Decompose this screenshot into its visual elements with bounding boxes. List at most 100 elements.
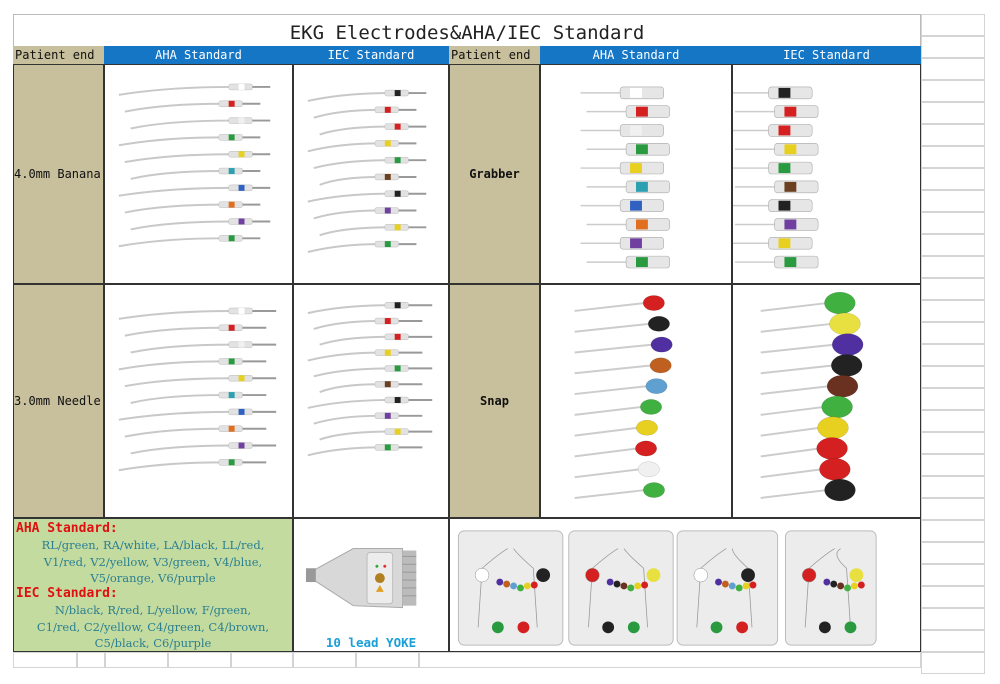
- chest-electrode: [634, 582, 642, 590]
- grabber-aha-cables: [580, 86, 670, 269]
- lead-color-band: [228, 324, 235, 331]
- empty-cell: [921, 146, 985, 168]
- standards-legend: AHA Standard: RL/green, RA/white, LA/bla…: [13, 518, 293, 652]
- image-grabber-iec: [732, 64, 921, 284]
- snap-electrode: [637, 461, 660, 478]
- diagram-panel: [784, 530, 877, 646]
- snap-electrode: [645, 378, 668, 394]
- lead-wire: [574, 302, 646, 312]
- chest-electrode: [641, 581, 649, 589]
- lead-wire: [574, 405, 643, 416]
- lead-wire: [760, 447, 820, 458]
- lead-wire: [124, 427, 223, 438]
- diagram-panel: [676, 530, 779, 646]
- lead-wire: [307, 92, 389, 102]
- grabber-color-band: [778, 163, 791, 174]
- lead-wire: [574, 385, 648, 396]
- limb-electrode: [844, 621, 857, 634]
- snap-electrode: [816, 437, 848, 460]
- empty-cell: [921, 564, 985, 586]
- snap-electrode: [640, 399, 662, 415]
- chest-electrode: [503, 580, 511, 588]
- label-needle: 3.0mm Needle: [13, 284, 104, 518]
- label-snap: Snap: [449, 284, 540, 518]
- lead-color-band: [228, 134, 235, 141]
- lead-wire: [319, 125, 389, 136]
- empty-cell: [356, 652, 419, 668]
- grabber-color-band: [630, 200, 642, 211]
- grabber-color-band: [636, 181, 648, 192]
- chest-electrode: [620, 582, 628, 590]
- grabber-color-band: [630, 238, 642, 249]
- header-iec-right: IEC Standard: [732, 46, 921, 64]
- lead-color-band: [228, 425, 235, 432]
- grabber-color-band: [784, 181, 797, 192]
- grabber-color-band: [784, 106, 797, 117]
- yoke-cell: 10 lead YOKE: [293, 518, 449, 652]
- limb-electrode: [585, 568, 600, 583]
- lead-color-band: [228, 459, 235, 466]
- empty-cell: [921, 586, 985, 608]
- lead-color-band: [228, 201, 235, 208]
- label-banana: 4.0mm Banana: [13, 64, 104, 284]
- snap-electrode: [824, 291, 856, 315]
- empty-cell: [921, 14, 985, 36]
- lead-wire: [313, 414, 379, 425]
- grabber-color-band: [636, 257, 648, 268]
- grabber-color-band: [630, 125, 642, 136]
- aha-line: V1/red, V2/yellow, V3/green, V4/blue,: [43, 554, 263, 569]
- header-patient-end-right: Patient end: [449, 46, 540, 64]
- chest-electrode: [496, 578, 504, 586]
- lead-wire: [319, 383, 379, 394]
- chest-electrode: [510, 582, 518, 590]
- snap-electrode: [635, 440, 657, 457]
- chest-electrode: [830, 580, 838, 588]
- lead-color-band: [384, 381, 391, 388]
- aha-line: V5/orange, V6/purple: [90, 570, 216, 585]
- lead-color-band: [394, 224, 401, 231]
- lead-wire: [319, 175, 379, 186]
- empty-cell: [921, 476, 985, 498]
- snap-electrode: [649, 357, 672, 374]
- lead-color-band: [238, 408, 245, 415]
- banana-aha-cables: [118, 83, 271, 248]
- snap-electrode: [831, 354, 863, 377]
- chest-electrode: [517, 584, 524, 592]
- image-needle-aha: [104, 284, 293, 518]
- grabber-color-band: [636, 106, 648, 117]
- snap-electrode: [824, 478, 856, 502]
- lead-wire: [130, 119, 233, 130]
- empty-cell: [921, 652, 985, 674]
- limb-electrode: [710, 621, 723, 634]
- banana-iec-cables: [307, 89, 427, 253]
- image-banana-aha: [104, 64, 293, 284]
- lead-wire: [313, 320, 379, 330]
- lead-wire: [574, 364, 652, 375]
- label-needle-text: 3.0mm Needle: [14, 394, 101, 408]
- lead-color-band: [384, 349, 391, 356]
- lead-wire: [760, 426, 821, 437]
- lead-wire: [760, 405, 825, 416]
- chest-electrode: [715, 578, 722, 586]
- empty-cell: [921, 36, 985, 58]
- limb-electrode: [646, 568, 661, 583]
- grabber-color-band: [778, 125, 791, 136]
- lead-wire: [118, 461, 223, 472]
- lead-wire: [574, 489, 646, 499]
- lead-color-band: [394, 190, 401, 197]
- lead-color-band: [238, 151, 245, 158]
- empty-cell: [293, 652, 356, 668]
- diagram-panel: [457, 530, 564, 646]
- grabber-color-band: [778, 87, 791, 98]
- lead-wire: [319, 335, 389, 346]
- lead-wire: [307, 351, 379, 362]
- snap-electrode: [817, 416, 849, 439]
- iec-heading: IEC Standard:: [16, 586, 118, 602]
- lead-wire: [124, 153, 233, 164]
- lead-wire: [313, 108, 379, 119]
- empty-cell: [921, 102, 985, 124]
- lead-wire: [130, 394, 223, 404]
- chest-electrode: [721, 580, 729, 588]
- needle-aha-cables: [118, 307, 277, 472]
